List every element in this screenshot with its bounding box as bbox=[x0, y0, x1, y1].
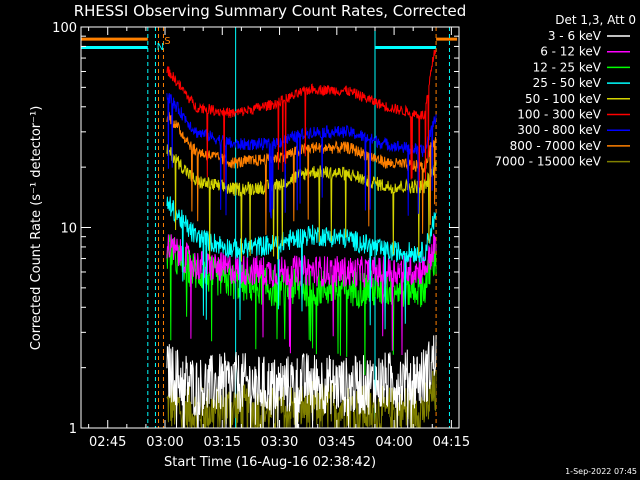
y-tick-label: 10 bbox=[60, 222, 77, 237]
legend-entry-label: 3 - 6 keV bbox=[548, 29, 602, 43]
legend-entry-label: 800 - 7000 keV bbox=[510, 139, 602, 153]
legend-entry-label: 25 - 50 keV bbox=[533, 76, 602, 90]
legend-entry-label: 6 - 12 keV bbox=[540, 45, 602, 59]
series-line-7000-15000-keV-kev bbox=[166, 368, 437, 430]
series-line-800-7000-keV-kev bbox=[166, 111, 437, 235]
footer-timestamp: 1-Sep-2022 07:45 bbox=[565, 467, 637, 476]
series-line-3-6-keV-kev bbox=[166, 335, 437, 429]
legend-entry-label: 7000 - 15000 keV bbox=[494, 155, 601, 169]
series-line-50-100-keV-kev bbox=[166, 144, 437, 262]
chart-title: RHESSI Observing Summary Count Rates, Co… bbox=[74, 2, 467, 20]
legend-entry-label: 100 - 300 keV bbox=[517, 108, 601, 122]
flag-label-n: N bbox=[157, 42, 164, 53]
x-tick-label: 03:00 bbox=[146, 435, 183, 450]
series-line-300-800-keV-kev bbox=[166, 93, 437, 219]
x-tick-label: 03:45 bbox=[318, 435, 355, 450]
x-tick-label: 03:15 bbox=[204, 435, 241, 450]
x-tick-label: 04:15 bbox=[433, 435, 470, 450]
y-axis-label: Corrected Count Rate (s⁻¹ detector⁻¹) bbox=[29, 106, 44, 351]
x-tick-label: 02:45 bbox=[89, 435, 126, 450]
x-tick-label: 03:30 bbox=[261, 435, 298, 450]
series-line-25-50-keV-kev bbox=[166, 196, 437, 330]
x-axis-label: Start Time (16-Aug-16 02:38:42) bbox=[164, 455, 376, 470]
y-tick-label: 1 bbox=[69, 422, 77, 437]
legend-title: Det 1,3, Att 0 bbox=[555, 13, 636, 27]
legend-entry-label: 300 - 800 keV bbox=[517, 123, 601, 137]
flag-label-s: S bbox=[164, 36, 170, 47]
plot-frame bbox=[80, 26, 460, 429]
legend-entry-label: 50 - 100 keV bbox=[525, 92, 602, 106]
y-tick-label: 100 bbox=[52, 21, 77, 36]
series-line-100-300-keV-kev bbox=[166, 49, 437, 188]
x-tick-label: 04:00 bbox=[375, 435, 412, 450]
legend-entry-label: 12 - 25 keV bbox=[533, 60, 602, 74]
